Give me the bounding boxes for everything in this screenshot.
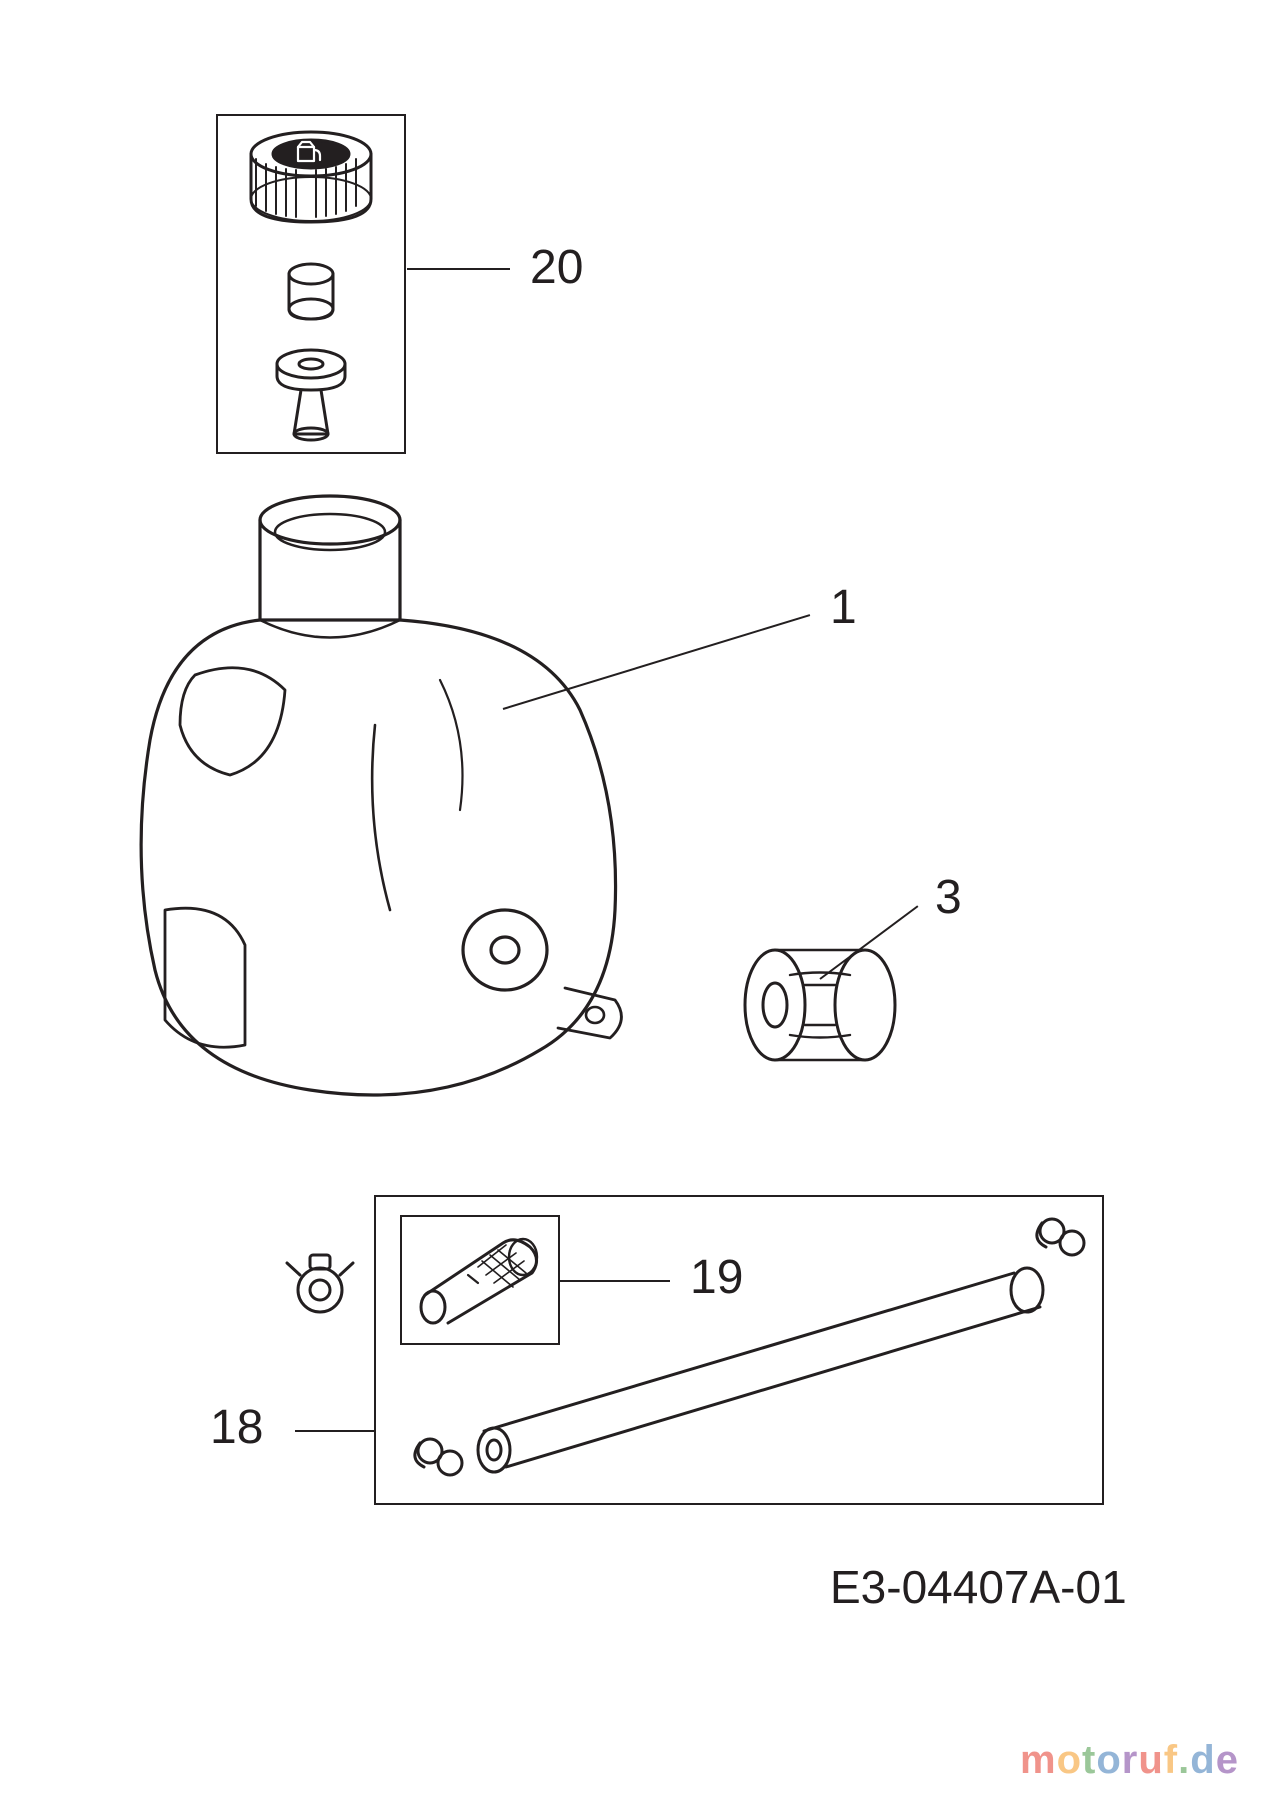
watermark: motoruf.de [1020,1738,1239,1783]
part-grommet [720,930,920,1080]
leader-19 [560,1280,670,1282]
callout-label-19: 19 [690,1250,743,1305]
callout-label-18: 18 [210,1400,263,1455]
part-fuel-cap [216,114,406,454]
callout-label-3: 3 [935,870,962,925]
leader-18 [295,1430,374,1432]
drawing-number: E3-04407A-01 [830,1560,1127,1614]
callout-label-20: 20 [530,240,583,295]
callout-label-1: 1 [830,580,857,635]
part-fuel-tank [110,480,670,1140]
part-fuel-hose [374,1195,1104,1505]
leader-20 [407,268,510,270]
part-clamp-small [275,1245,365,1325]
